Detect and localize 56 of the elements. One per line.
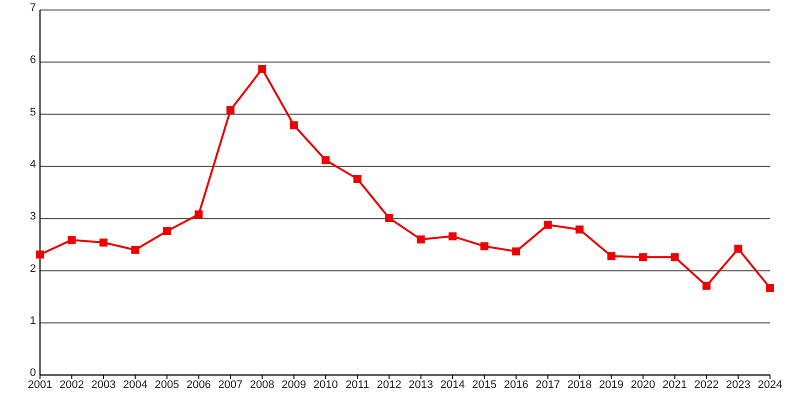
x-tick-label: 2019 bbox=[599, 379, 624, 391]
y-tick-label: 0 bbox=[30, 367, 36, 380]
y-tick-label: 1 bbox=[30, 314, 36, 327]
point bbox=[131, 246, 140, 254]
point bbox=[258, 64, 266, 73]
x-tick-label: 2006 bbox=[186, 379, 211, 391]
y-tick-label: 4 bbox=[30, 158, 36, 171]
point bbox=[162, 227, 171, 236]
point bbox=[226, 106, 234, 114]
x-tick-label: 2002 bbox=[59, 379, 84, 391]
x-tick-label: 2007 bbox=[218, 379, 243, 391]
x-tick-label: 2003 bbox=[91, 379, 116, 391]
point bbox=[353, 174, 362, 183]
x-tick-label: 2004 bbox=[122, 379, 148, 391]
x-tick-label: 2024 bbox=[758, 379, 782, 391]
point bbox=[639, 253, 648, 262]
point bbox=[670, 253, 679, 262]
point bbox=[448, 232, 457, 240]
x-tick-label: 2013 bbox=[408, 379, 434, 391]
x-tick-label: 2011 bbox=[346, 379, 370, 391]
y-tick-label: 2 bbox=[30, 262, 36, 275]
point bbox=[416, 235, 425, 244]
point bbox=[766, 284, 774, 292]
y-tick-label: 5 bbox=[30, 106, 36, 118]
x-tick-label: 2008 bbox=[250, 379, 274, 391]
x-tick-label: 2016 bbox=[504, 379, 528, 391]
y-tick-label: 6 bbox=[30, 54, 36, 66]
x-tick-label: 2018 bbox=[567, 379, 592, 391]
point bbox=[607, 252, 616, 260]
point bbox=[734, 244, 742, 253]
x-tick-label: 2015 bbox=[472, 379, 497, 391]
x-tick-label: 2014 bbox=[440, 379, 465, 391]
point bbox=[544, 220, 552, 229]
point bbox=[322, 156, 330, 164]
point bbox=[194, 210, 203, 218]
point bbox=[480, 242, 488, 250]
point bbox=[68, 236, 76, 244]
point bbox=[385, 214, 394, 222]
point bbox=[36, 250, 44, 259]
x-tick-label: 2005 bbox=[154, 379, 180, 391]
x-tick-label: 2023 bbox=[726, 379, 751, 391]
x-tick-label: 2012 bbox=[376, 379, 402, 391]
x-tick-label: 2001 bbox=[28, 379, 52, 391]
point bbox=[99, 238, 108, 247]
x-tick-label: 2022 bbox=[694, 379, 719, 391]
point bbox=[576, 226, 584, 234]
point bbox=[512, 247, 520, 256]
x-tick-label: 2009 bbox=[282, 379, 306, 391]
x-tick-label: 2020 bbox=[630, 379, 656, 391]
y-tick-label: 3 bbox=[30, 210, 36, 223]
x-tick-label: 2017 bbox=[536, 379, 560, 391]
y-tick-label: 7 bbox=[30, 2, 36, 14]
x-tick-label: 2021 bbox=[662, 379, 688, 391]
x-tick-label: 2010 bbox=[313, 379, 338, 391]
point bbox=[702, 282, 711, 290]
point bbox=[290, 121, 298, 130]
